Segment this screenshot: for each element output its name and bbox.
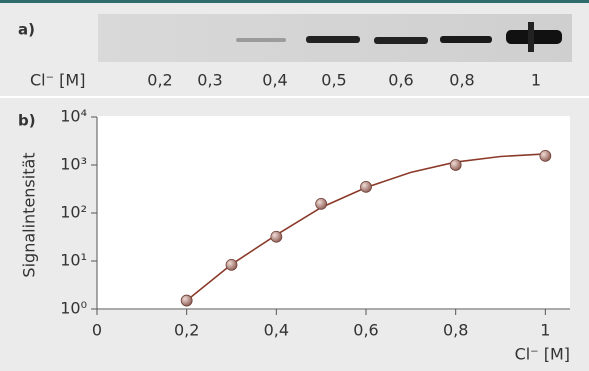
y-axis-label: Signalintensität: [20, 152, 39, 277]
plot-area: [97, 116, 570, 310]
data-point: [361, 181, 372, 192]
data-point: [181, 295, 192, 306]
x-tick-label: 0,2: [174, 321, 199, 340]
gel-axis-label: Cl⁻ [M]: [30, 71, 85, 90]
data-point: [450, 160, 461, 171]
y-tick-label: 10⁰: [60, 299, 87, 318]
figure: a) Cl⁻ [M] b) Signalintensität Cl⁻ [M] 0…: [0, 0, 589, 371]
x-axis-label: Cl⁻ [M]: [515, 345, 570, 364]
y-tick-label: 10⁴: [60, 107, 87, 126]
data-point: [226, 259, 237, 270]
x-tick-label: 1: [540, 321, 550, 340]
gel-image: [98, 14, 572, 62]
top-rule: [0, 0, 589, 3]
lane-label: 0,5: [321, 71, 346, 90]
panel-label: a): [18, 21, 35, 39]
lane-label: 0,6: [388, 71, 413, 90]
panel-label: b): [18, 112, 36, 130]
lane-label: 0,3: [197, 71, 222, 90]
x-tick-label: 0: [92, 321, 102, 340]
x-tick-label: 0,4: [264, 321, 289, 340]
data-point: [540, 150, 551, 161]
data-point: [316, 198, 327, 209]
lane-label: 0,4: [262, 71, 287, 90]
lane-label: 1: [531, 71, 541, 90]
y-tick-label: 10¹: [60, 251, 87, 270]
y-tick-label: 10³: [60, 155, 87, 174]
lane-label: 0,8: [449, 71, 474, 90]
y-tick-label: 10²: [60, 203, 87, 222]
lane-label: 0,2: [147, 71, 172, 90]
data-point: [271, 231, 282, 242]
x-tick-label: 0,8: [443, 321, 468, 340]
separator: [0, 96, 589, 98]
x-tick-label: 0,6: [353, 321, 378, 340]
